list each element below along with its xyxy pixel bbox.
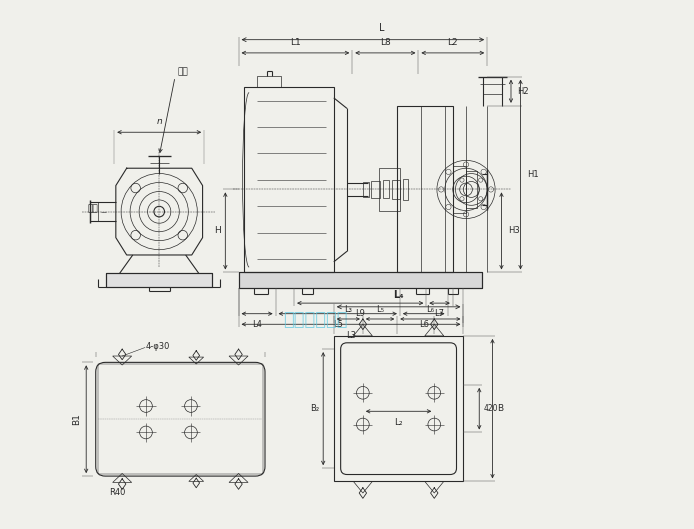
Text: L₅: L₅ bbox=[376, 305, 384, 314]
Text: R40: R40 bbox=[109, 488, 125, 497]
Bar bbox=[392, 180, 400, 199]
Text: B: B bbox=[497, 404, 503, 413]
Text: L₄: L₄ bbox=[393, 290, 404, 300]
Bar bbox=[239, 272, 482, 288]
Text: n: n bbox=[156, 117, 162, 126]
Text: L1: L1 bbox=[290, 38, 301, 47]
Bar bbox=[383, 180, 389, 198]
Bar bbox=[397, 106, 452, 272]
Text: H3: H3 bbox=[508, 226, 520, 235]
Text: L₃: L₃ bbox=[344, 305, 353, 314]
Text: H1: H1 bbox=[527, 170, 539, 179]
Text: 永嘉龙洋泵阀: 永嘉龙洋泵阀 bbox=[283, 311, 348, 329]
Text: L3: L3 bbox=[346, 331, 356, 340]
Bar bbox=[466, 171, 477, 208]
Text: L2: L2 bbox=[448, 38, 458, 47]
Text: B₂: B₂ bbox=[310, 404, 319, 413]
Text: L₂: L₂ bbox=[394, 418, 403, 427]
Bar bbox=[244, 87, 334, 272]
Text: L8: L8 bbox=[380, 38, 391, 47]
Text: H: H bbox=[214, 226, 221, 235]
Text: 4-φ30: 4-φ30 bbox=[146, 342, 170, 351]
Bar bbox=[363, 182, 369, 197]
Bar bbox=[106, 273, 212, 287]
Bar bbox=[106, 273, 212, 287]
Bar bbox=[371, 181, 380, 198]
Bar bbox=[379, 168, 400, 211]
Text: L4: L4 bbox=[252, 320, 262, 329]
Bar bbox=[403, 179, 408, 200]
Text: L9: L9 bbox=[355, 309, 365, 318]
Text: H2: H2 bbox=[517, 87, 529, 96]
Text: L5: L5 bbox=[333, 320, 343, 329]
Text: 吸入: 吸入 bbox=[87, 204, 99, 214]
Text: L₆: L₆ bbox=[426, 305, 434, 314]
Bar bbox=[239, 272, 482, 288]
Bar bbox=[452, 166, 466, 213]
Text: L6: L6 bbox=[418, 320, 429, 329]
Text: L7: L7 bbox=[434, 309, 445, 318]
Text: B1: B1 bbox=[72, 413, 81, 425]
Bar bbox=[257, 76, 281, 87]
Bar bbox=[98, 364, 263, 474]
Text: 420: 420 bbox=[484, 404, 498, 413]
Text: 吐出: 吐出 bbox=[178, 68, 189, 77]
Bar bbox=[334, 336, 464, 481]
Text: L: L bbox=[379, 23, 384, 33]
